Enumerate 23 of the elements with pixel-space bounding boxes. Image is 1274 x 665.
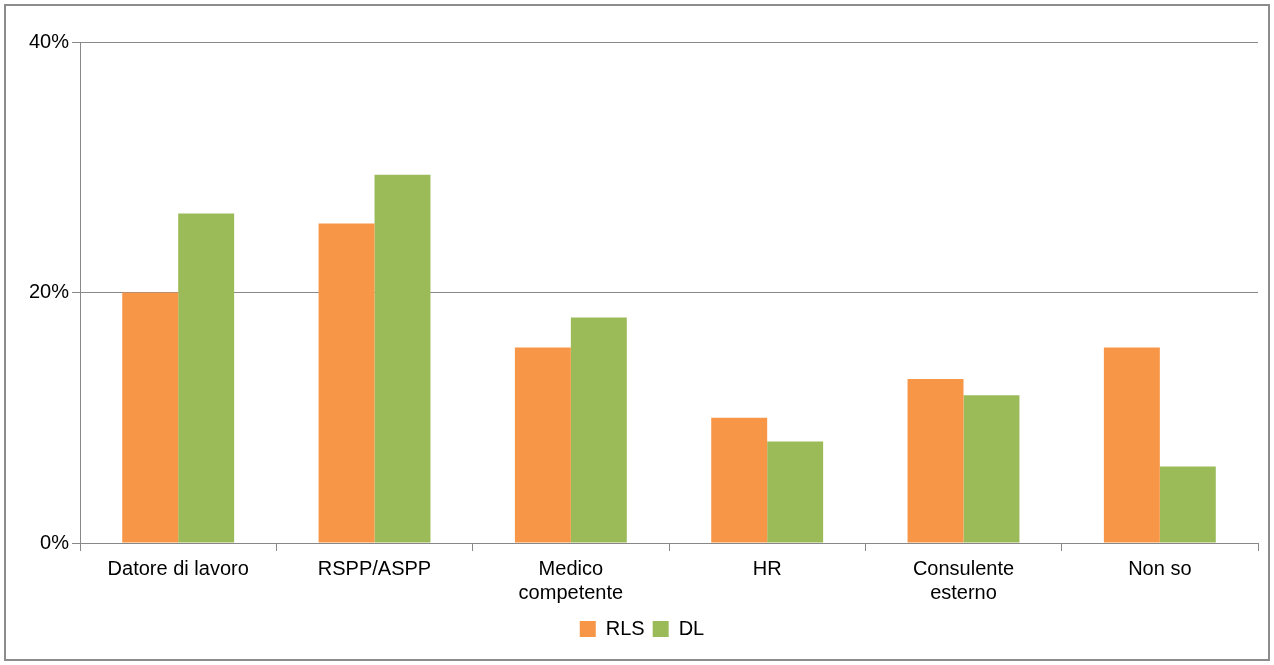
bar bbox=[907, 378, 964, 543]
legend-label: DL bbox=[678, 616, 705, 639]
y-tick-label: 40% bbox=[29, 29, 70, 52]
bar bbox=[711, 417, 768, 543]
y-tick-label: 0% bbox=[40, 530, 70, 553]
x-tick-label: HR bbox=[752, 556, 782, 579]
x-tick-label: Non so bbox=[1128, 556, 1192, 579]
bar bbox=[570, 317, 627, 543]
x-tick-label: Consulente esterno bbox=[912, 556, 1015, 603]
bar bbox=[514, 347, 571, 543]
bar bbox=[318, 223, 375, 543]
bar bbox=[178, 213, 235, 543]
x-tick-label: Datore di lavoro bbox=[107, 556, 249, 579]
bar bbox=[767, 441, 824, 543]
bar bbox=[122, 292, 179, 543]
legend-label: RLS bbox=[605, 616, 645, 639]
x-tick-label: Medico competente bbox=[518, 556, 624, 603]
bar bbox=[1159, 466, 1216, 543]
bar bbox=[963, 395, 1020, 543]
x-tick-label: RSPP/ASPP bbox=[317, 556, 432, 579]
bar bbox=[374, 174, 431, 543]
bar bbox=[1103, 347, 1160, 543]
y-tick-label: 20% bbox=[29, 280, 70, 303]
